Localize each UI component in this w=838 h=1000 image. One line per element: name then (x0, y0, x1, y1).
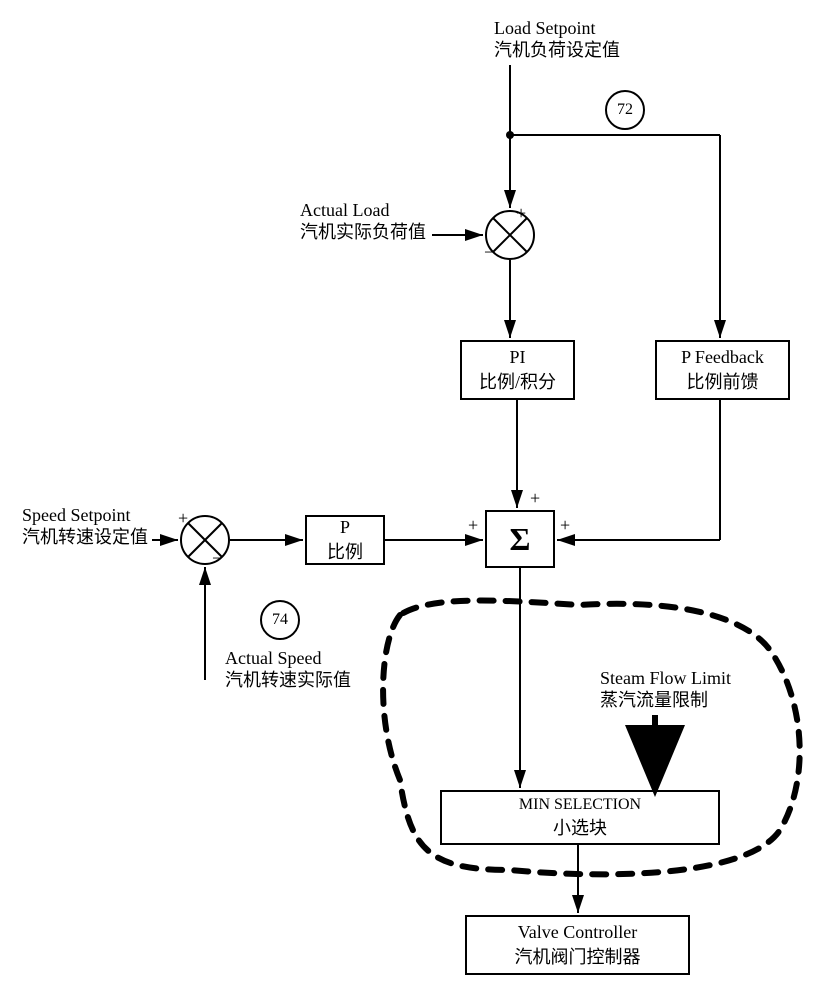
circle-74: 74 (260, 600, 300, 640)
sigma-right-plus: + (560, 515, 570, 536)
actual-load-label: Actual Load 汽机实际负荷值 (300, 200, 426, 243)
p-block: P 比例 (305, 515, 385, 565)
speed-minus-sign: − (212, 548, 222, 569)
pi-block: PI 比例/积分 (460, 340, 575, 400)
valve-controller-block: Valve Controller 汽机阀门控制器 (465, 915, 690, 975)
load-setpoint-label: Load Setpoint 汽机负荷设定值 (494, 18, 620, 61)
steam-flow-label: Steam Flow Limit 蒸汽流量限制 (600, 668, 731, 711)
circle-72: 72 (605, 90, 645, 130)
p-feedback-block: P Feedback 比例前馈 (655, 340, 790, 400)
load-minus-sign: − (484, 242, 494, 263)
min-selection-block: MIN SELECTION 小选块 (440, 790, 720, 845)
sigma-left-plus: + (468, 515, 478, 536)
actual-speed-label: Actual Speed 汽机转速实际值 (225, 648, 351, 691)
sigma-top-plus: + (530, 488, 540, 509)
load-plus-sign: + (516, 203, 526, 224)
sigma-block: Σ (485, 510, 555, 568)
connectors (0, 0, 838, 1000)
speed-plus-sign: + (178, 508, 188, 529)
speed-setpoint-label: Speed Setpoint 汽机转速设定值 (22, 505, 148, 548)
